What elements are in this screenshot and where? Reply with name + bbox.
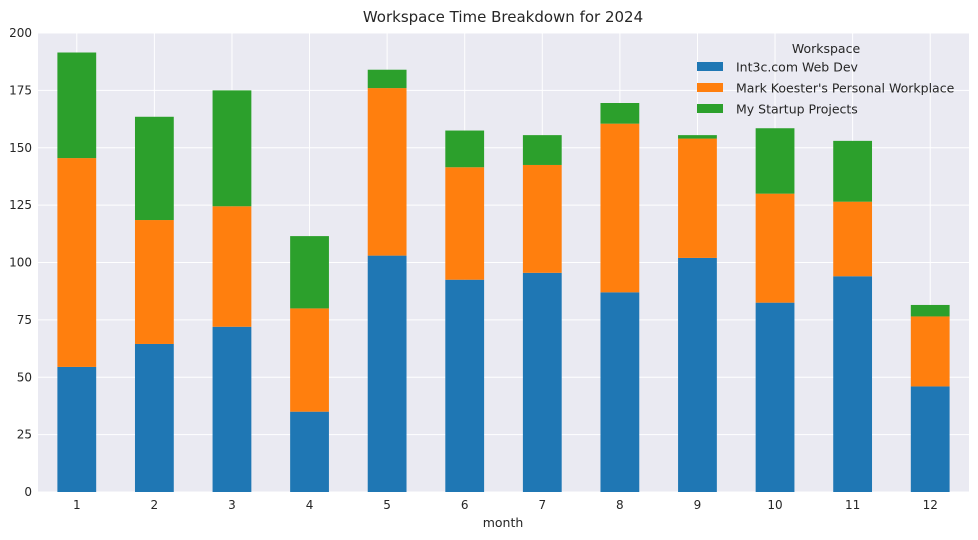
x-tick-label: 2 [151,498,159,512]
bar-segment-3-month-8 [600,102,640,124]
y-tick-label: 200 [9,26,32,40]
bar-segment-2-month-11 [833,201,873,277]
bar-segment-2-month-1 [57,158,97,367]
y-tick-label: 50 [17,370,32,384]
bar-segment-3-month-7 [522,135,562,165]
bar-segment-2-month-9 [678,138,717,258]
chart-title: Workspace Time Breakdown for 2024 [363,8,643,26]
bar-segment-3-month-5 [367,69,407,89]
legend-label-1: Int3c.com Web Dev [736,60,859,75]
legend: Workspace Int3c.com Web Dev Mark Koester'… [697,41,955,117]
x-tick-label: 4 [306,498,314,512]
x-tick-label: 8 [616,498,624,512]
bar-segment-1-month-10 [755,302,795,492]
legend-swatch-2 [697,83,723,92]
bar-segment-2-month-10 [755,193,795,303]
legend-swatch-3 [697,104,723,113]
x-tick-label: 5 [383,498,391,512]
bar-segment-1-month-4 [290,411,329,492]
bar-segment-3-month-3 [212,90,252,207]
y-tick-label: 75 [17,313,32,327]
bar-segment-1-month-8 [600,292,640,492]
bar-segment-1-month-12 [910,386,950,492]
x-tick-label: 6 [461,498,469,512]
x-tick-label: 12 [923,498,938,512]
bar-segment-3-month-1 [57,52,97,159]
bar-segment-1-month-11 [833,276,873,492]
legend-swatch-1 [697,62,723,71]
y-tick-label: 25 [17,428,32,442]
y-tick-label: 175 [9,83,32,97]
bar-segment-3-month-2 [134,116,174,221]
bar-segment-1-month-2 [134,343,174,492]
bar-segment-1-month-7 [522,272,562,492]
bars [57,52,950,492]
legend-title: Workspace [792,41,861,56]
bar-segment-3-month-12 [910,304,950,317]
bar-segment-1-month-5 [367,255,407,492]
x-axis-ticks: 1 2 3 4 5 6 7 8 9 10 11 12 [73,498,938,512]
y-tick-label: 125 [9,198,32,212]
legend-label-2: Mark Koester's Personal Workplace [736,81,955,96]
bar-segment-2-month-5 [367,88,407,256]
x-tick-label: 10 [767,498,782,512]
bar-segment-1-month-6 [445,279,485,492]
x-axis-label: month [483,515,524,530]
y-tick-label: 100 [9,256,32,270]
bar-segment-1-month-1 [57,366,97,492]
x-tick-label: 1 [73,498,81,512]
bar-segment-2-month-4 [290,308,329,412]
bar-segment-3-month-9 [678,135,717,139]
bar-segment-3-month-10 [755,128,795,194]
bar-segment-2-month-3 [212,206,252,327]
legend-label-3: My Startup Projects [736,102,858,117]
bar-segment-1-month-3 [212,326,252,492]
x-tick-label: 11 [845,498,860,512]
bar-segment-2-month-6 [445,167,485,280]
x-tick-label: 9 [694,498,702,512]
y-axis-ticks: 0 25 50 75 100 125 150 175 200 [9,26,32,499]
bar-segment-2-month-2 [134,220,174,344]
bar-segment-3-month-11 [833,140,873,202]
x-tick-label: 7 [538,498,546,512]
bar-segment-3-month-6 [445,130,485,168]
bar-segment-2-month-12 [910,316,950,387]
bar-segment-1-month-9 [678,257,717,492]
bar-segment-2-month-7 [522,164,562,273]
y-tick-label: 0 [24,485,32,499]
bar-segment-2-month-8 [600,123,640,293]
bar-segment-3-month-4 [290,236,329,309]
y-tick-label: 150 [9,141,32,155]
x-tick-label: 3 [228,498,236,512]
